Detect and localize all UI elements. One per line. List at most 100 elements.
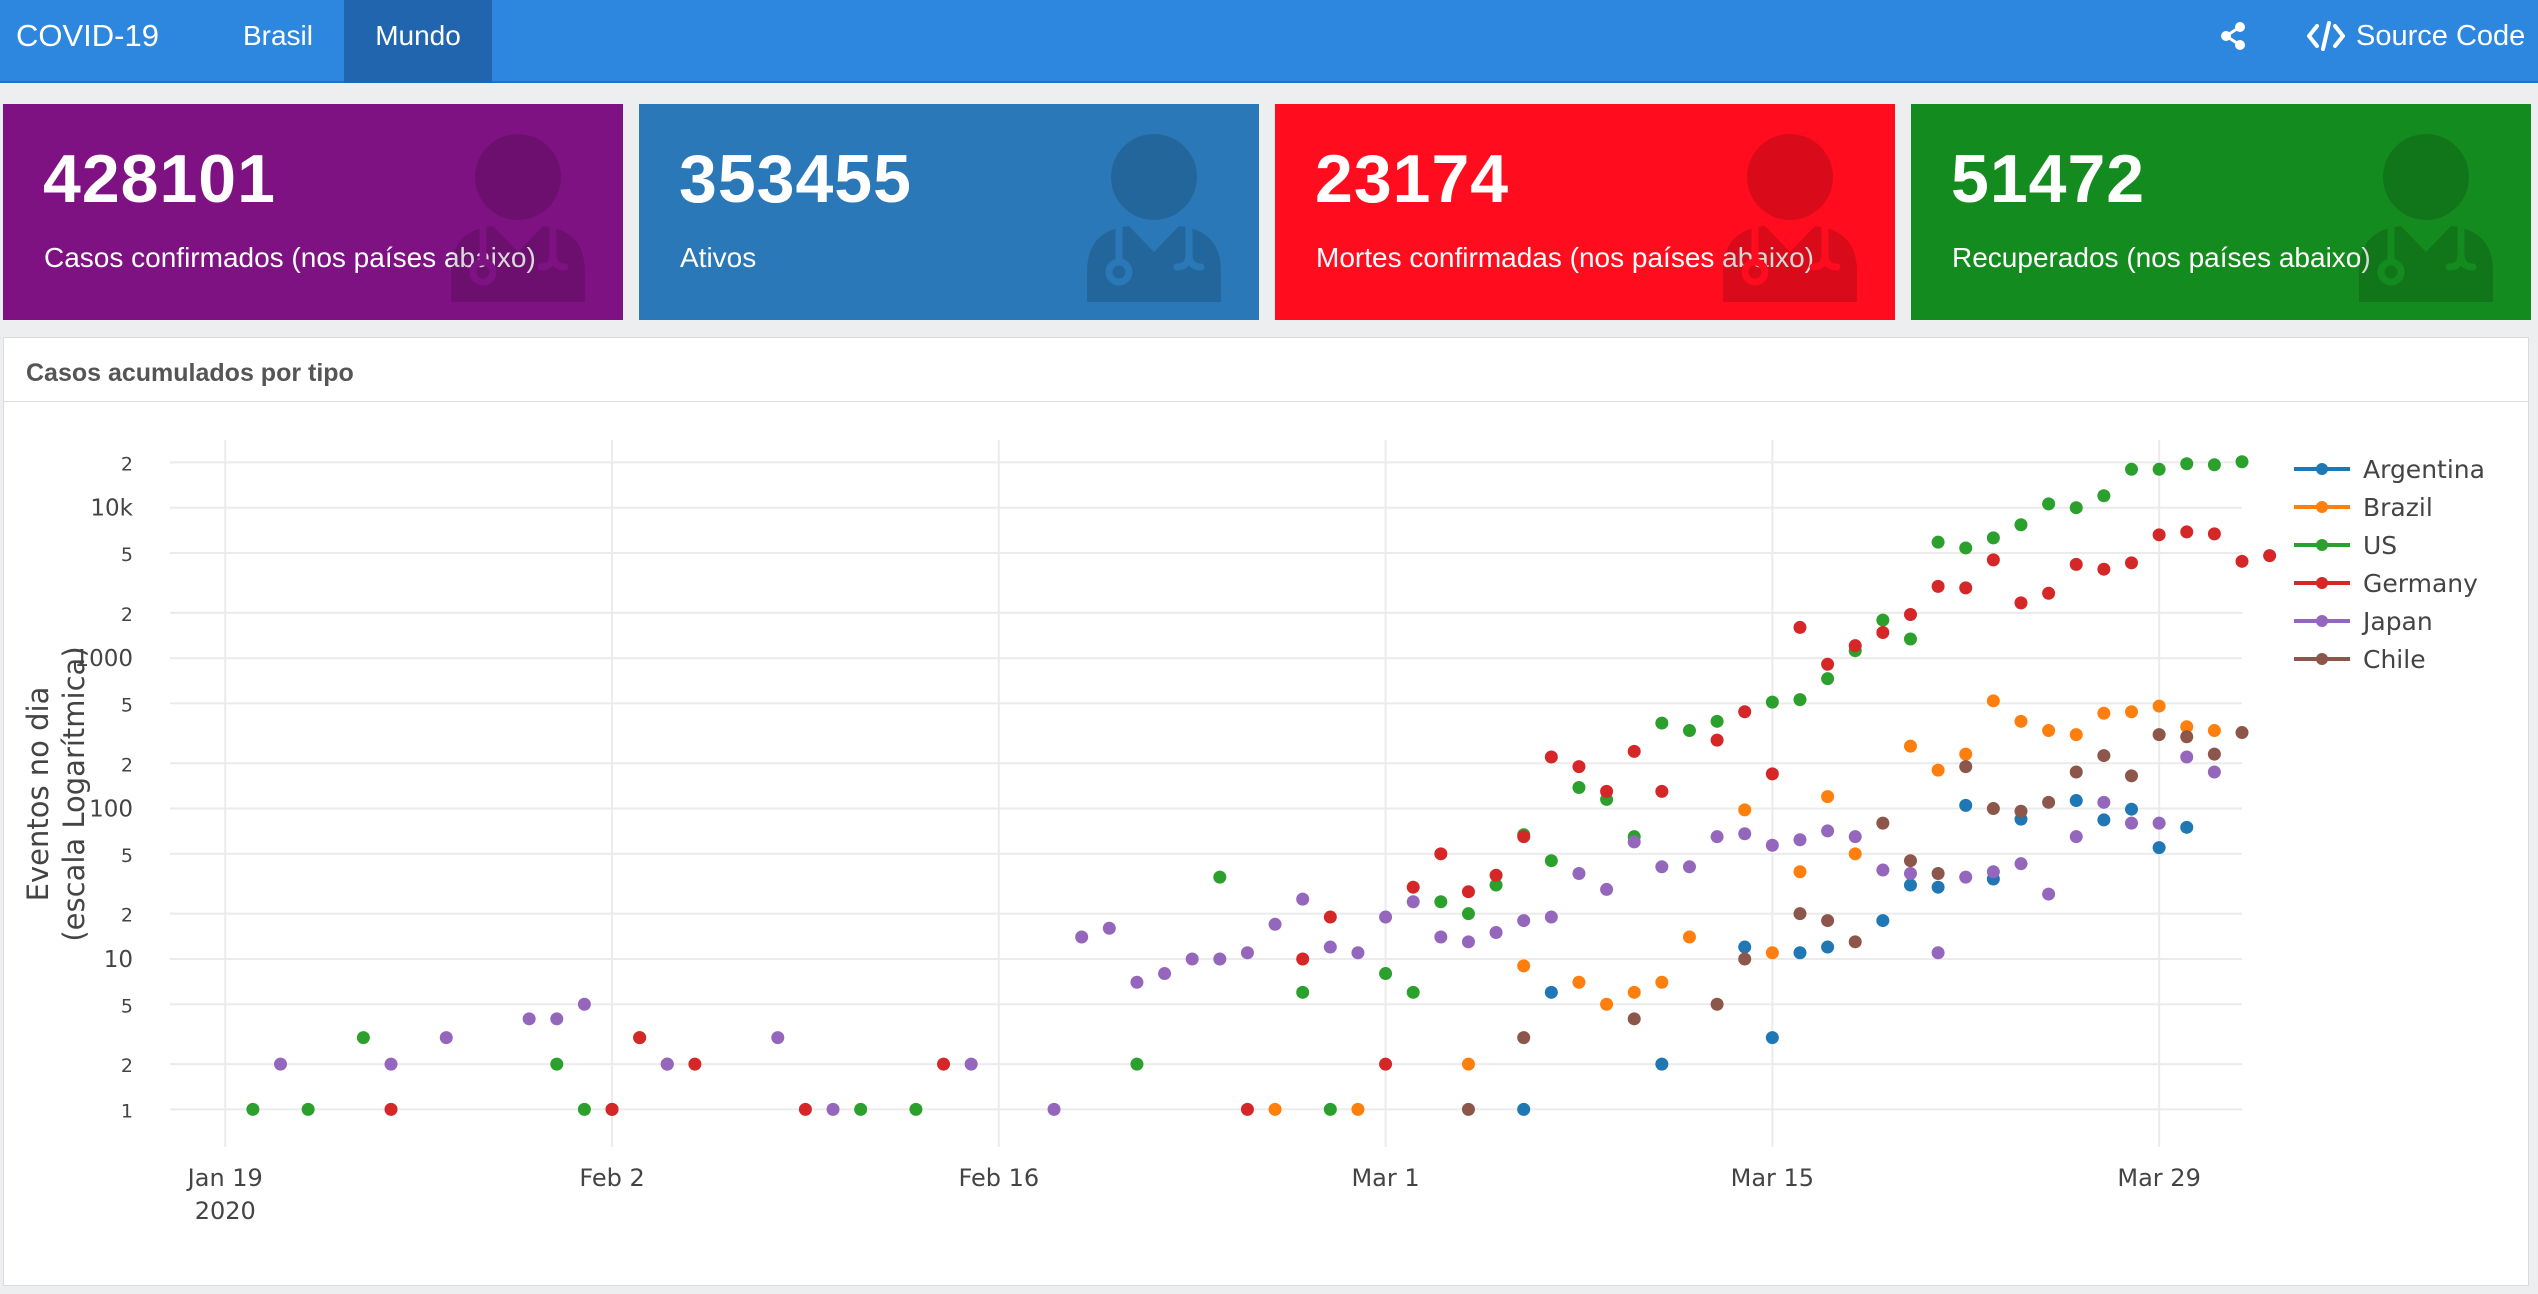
- point-us: [2097, 489, 2111, 503]
- point-germany: [1848, 639, 1862, 653]
- value-box-mortes: 23174 Mortes confirmadas (nos países aba…: [1275, 104, 1895, 320]
- point-germany: [2097, 562, 2111, 576]
- point-germany: [1986, 553, 2000, 567]
- legend-marker-japan: [2316, 615, 2328, 627]
- point-germany: [1710, 733, 1724, 747]
- point-argentina: [2124, 802, 2138, 816]
- point-brazil: [1627, 985, 1641, 999]
- point-brazil: [2180, 720, 2194, 734]
- tab-brasil[interactable]: Brasil: [242, 20, 313, 51]
- point-us: [854, 1102, 868, 1116]
- point-japan: [1102, 921, 1116, 935]
- panel-divider: [4, 401, 2528, 402]
- point-brazil: [1517, 959, 1531, 973]
- point-argentina: [1959, 798, 1973, 812]
- point-japan: [522, 1012, 536, 1026]
- point-argentina: [1793, 946, 1807, 960]
- point-chile: [1903, 854, 1917, 868]
- point-brazil: [1903, 739, 1917, 753]
- brand-title[interactable]: COVID-19: [16, 18, 159, 53]
- point-japan: [2014, 857, 2028, 871]
- point-germany: [1489, 868, 1503, 882]
- point-japan: [1903, 866, 1917, 880]
- point-us: [1931, 535, 1945, 549]
- point-japan: [1793, 833, 1807, 847]
- point-japan: [1240, 946, 1254, 960]
- point-japan: [660, 1057, 674, 1071]
- point-us: [550, 1057, 564, 1071]
- point-germany: [1600, 784, 1614, 798]
- point-germany: [1821, 657, 1835, 671]
- point-brazil: [2124, 705, 2138, 719]
- legend-marker-brazil: [2316, 501, 2328, 513]
- point-chile: [1461, 1102, 1475, 1116]
- point-argentina: [2097, 813, 2111, 827]
- point-japan: [1213, 952, 1227, 966]
- point-brazil: [2042, 724, 2056, 738]
- point-japan: [2042, 887, 2056, 901]
- point-us: [2152, 462, 2166, 476]
- point-us: [1682, 724, 1696, 738]
- point-us: [1406, 985, 1420, 999]
- point-us: [577, 1102, 591, 1116]
- point-chile: [2069, 765, 2083, 779]
- point-us: [1213, 870, 1227, 884]
- point-germany: [1406, 880, 1420, 894]
- point-chile: [2152, 728, 2166, 742]
- point-us: [909, 1102, 923, 1116]
- legend-label-us: US: [2363, 531, 2397, 560]
- point-us: [2069, 501, 2083, 515]
- y-tick-label: 2: [121, 754, 133, 776]
- point-germany: [2207, 527, 2221, 541]
- x-tick-label-year: 2020: [195, 1197, 256, 1225]
- point-germany: [1379, 1057, 1393, 1071]
- point-germany: [605, 1102, 619, 1116]
- point-us: [1572, 781, 1586, 795]
- recuperados-label: Recuperados (nos países abaixo): [1952, 242, 2371, 273]
- point-brazil: [1821, 790, 1835, 804]
- point-germany: [1959, 581, 1973, 595]
- point-brazil: [1600, 997, 1614, 1011]
- doctor-icon: [1087, 134, 1221, 302]
- point-brazil: [1959, 747, 1973, 761]
- point-chile: [1627, 1012, 1641, 1026]
- point-us: [1710, 714, 1724, 728]
- point-japan: [1682, 860, 1696, 874]
- point-brazil: [2014, 714, 2028, 728]
- source-code-link[interactable]: Source Code: [2306, 0, 2538, 72]
- point-japan: [1406, 895, 1420, 909]
- point-us: [2124, 462, 2138, 476]
- point-us: [1903, 632, 1917, 646]
- point-germany: [937, 1057, 951, 1071]
- point-us: [1379, 967, 1393, 981]
- legend-label-brazil: Brazil: [2363, 493, 2433, 522]
- tab-mundo[interactable]: Mundo: [344, 0, 492, 83]
- point-germany: [1240, 1102, 1254, 1116]
- point-us: [1793, 693, 1807, 707]
- navbar: COVID-19 Brasil Mundo Source Code: [0, 0, 2538, 83]
- confirmados-label: Casos confirmados (nos países abaixo): [44, 242, 536, 273]
- x-tick-label: Mar 15: [1731, 1164, 1814, 1192]
- point-japan: [550, 1012, 564, 1026]
- point-us: [1986, 531, 2000, 545]
- legend-label-japan: Japan: [2361, 607, 2433, 636]
- point-chile: [1517, 1031, 1531, 1045]
- point-brazil: [1461, 1057, 1475, 1071]
- point-germany: [633, 1031, 647, 1045]
- point-germany: [1903, 607, 1917, 621]
- y-tick-label: 2: [121, 905, 133, 927]
- point-germany: [1765, 767, 1779, 781]
- point-japan: [1158, 967, 1172, 981]
- x-tick-label: Jan 19: [186, 1164, 263, 1192]
- point-us: [2042, 497, 2056, 511]
- point-argentina: [2152, 841, 2166, 855]
- ativos-value: 353455: [679, 141, 912, 217]
- point-germany: [1876, 626, 1890, 640]
- mortes-value: 23174: [1315, 141, 1510, 217]
- y-tick-label: 100: [89, 797, 133, 823]
- point-us: [1296, 985, 1310, 999]
- y-tick-label: 5: [121, 845, 133, 867]
- point-germany: [1434, 847, 1448, 861]
- point-germany: [2180, 525, 2194, 539]
